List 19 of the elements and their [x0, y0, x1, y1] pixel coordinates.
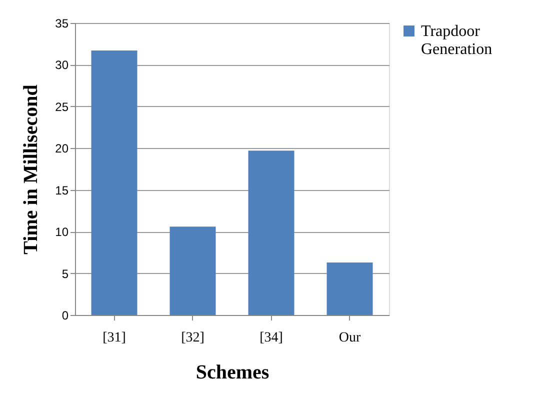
bar	[170, 226, 216, 315]
x-tick-label: [31]	[102, 330, 126, 346]
legend-label: Trapdoor Generation	[421, 23, 492, 58]
x-tick-label: [34]	[260, 330, 283, 346]
y-axis-title: Time in Millisecond	[20, 84, 42, 254]
x-tick-label: Our	[338, 330, 361, 346]
bar	[91, 50, 138, 315]
y-tick-label: 30	[55, 58, 69, 72]
y-tick-label: 25	[55, 100, 69, 114]
y-tick-label: 20	[55, 142, 69, 156]
bar	[248, 150, 294, 315]
y-tick-label: 10	[55, 225, 69, 240]
y-tick-label: 5	[62, 266, 69, 281]
x-tick-label: [32]	[181, 330, 204, 346]
y-tick-label: 0	[62, 308, 69, 322]
bar	[326, 262, 373, 315]
y-tick-label: 15	[55, 183, 69, 198]
x-axis-title: Schemes	[196, 362, 270, 384]
y-tick-label: 35	[55, 16, 69, 30]
